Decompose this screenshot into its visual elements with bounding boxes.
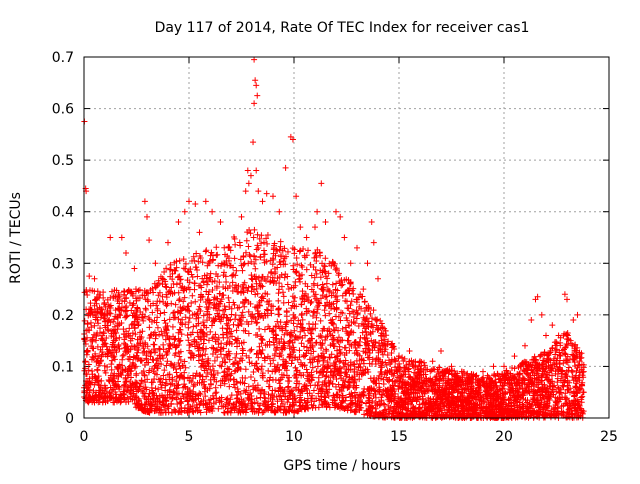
y-tick-label: 0.6	[52, 102, 74, 118]
x-tick-label: 10	[285, 429, 303, 445]
y-tick-label: 0.5	[52, 153, 74, 169]
x-tick-label: 25	[600, 429, 618, 445]
y-tick-label: 0.4	[52, 205, 74, 221]
y-tick-label: 0	[65, 411, 74, 427]
y-tick-label: 0.3	[52, 256, 74, 272]
y-tick-label: 0.2	[52, 308, 74, 324]
x-tick-label: 15	[390, 429, 408, 445]
y-tick-label: 0.1	[52, 359, 74, 375]
y-tick-label: 0.7	[52, 50, 74, 66]
x-tick-label: 5	[185, 429, 194, 445]
x-tick-label: 20	[495, 429, 513, 445]
x-tick-label: 0	[80, 429, 89, 445]
